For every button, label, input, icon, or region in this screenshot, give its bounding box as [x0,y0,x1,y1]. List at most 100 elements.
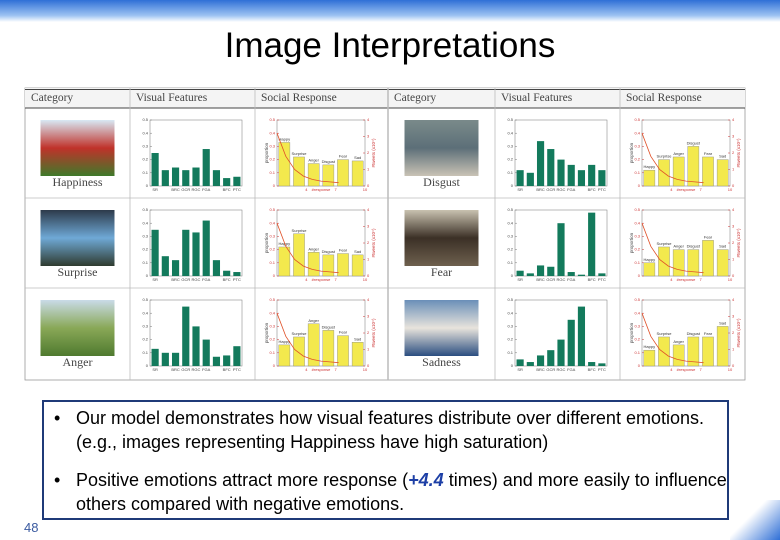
column-header: Category [394,92,436,104]
feature-bar [588,164,596,186]
x-axis-label: #response [677,187,696,192]
y-axis-label: proportion [264,142,269,163]
feature-bar [547,266,555,276]
x-tick-label: GCR [546,187,555,192]
x-tick-label: 10 [363,277,368,282]
y-tick-label: 0.4 [269,310,275,315]
y2-tick-label: 1 [732,257,735,262]
y-tick-label: 0.5 [142,117,148,122]
response-bar [307,252,320,277]
x-tick-label: BFC [223,277,231,282]
y-axis-label: proportion [629,322,634,343]
y-tick-label: 0.4 [507,310,513,315]
response-bar [278,142,291,187]
response-bar [322,164,335,187]
feature-bar [202,220,210,276]
y-tick-label: 0.4 [142,310,148,315]
y-tick-label: 0.5 [634,207,640,212]
column-header: Social Response [261,92,337,104]
bar-label: Disgust [322,249,336,254]
y2-tick-label: 1 [367,257,370,262]
x-tick-label: FGA [202,187,211,192]
feature-bar [212,260,221,276]
y-tick-label: 0 [273,273,276,278]
x-tick-label: BFC [588,187,596,192]
y-tick-label: 0.2 [507,157,513,162]
x-tick-label: PTC [233,367,241,372]
y-tick-label: 0.1 [634,260,640,265]
feature-bar [182,306,190,366]
x-tick-label: 10 [728,367,733,372]
y2-tick-label: 3 [367,224,370,229]
feature-bar [598,273,606,276]
x-tick-label: FGA [567,367,576,372]
y-tick-label: 0.3 [507,233,513,238]
bullet-text: Positive emotions attract more response … [76,470,409,490]
bar-label: Sad [719,320,726,325]
feature-bar [182,229,190,276]
y-tick-label: 0.5 [269,207,275,212]
x-tick-label: GCR [546,367,555,372]
x-tick-label: 4 [670,277,673,282]
response-bar [293,156,305,187]
y-tick-label: 0.3 [142,143,148,148]
x-tick-label: 10 [363,367,368,372]
feature-bar [161,352,169,366]
category-label: Anger [63,355,93,369]
response-curve [276,313,339,364]
x-tick-label: RGC [192,367,201,372]
x-tick-label: 4 [670,367,673,372]
bar-label: Surprise [657,331,673,336]
bar-label: Sad [354,155,361,160]
response-bar [293,233,305,277]
bar-label: Disgust [322,324,336,329]
response-bar [687,336,700,367]
photo [40,300,115,356]
x-tick-label: RGC [557,277,566,282]
photo [404,300,479,356]
column-header: Social Response [626,92,702,104]
bar-label: Happy [279,339,291,344]
y-tick-label: 0 [146,183,149,188]
y2-tick-label: 2 [732,330,735,335]
y-tick-label: 0 [511,183,514,188]
x-tick-label: BFC [588,277,596,282]
y-axis-label: proportion [264,322,269,343]
y2-tick-label: 1 [367,167,370,172]
feature-bar [233,346,241,366]
top-band [0,0,780,22]
y-tick-label: 0.2 [269,247,275,252]
x-tick-label: PTC [598,187,606,192]
y2-tick-label: 0 [732,183,735,188]
bar-label: Disgust [322,159,336,164]
y-tick-label: 0.2 [634,157,640,162]
y-tick-label: 0.5 [507,207,513,212]
feature-bar [598,363,606,366]
y-tick-label: 0.4 [634,130,640,135]
x-tick-label: 4 [305,367,308,372]
x-tick-label: BRC [171,187,180,192]
y2-tick-label: 3 [367,314,370,319]
feature-bar [577,274,586,276]
y2-tick-label: 2 [367,240,370,245]
feature-bar [557,159,565,186]
y-tick-label: 0 [273,183,276,188]
x-tick-label: 7 [335,277,338,282]
feature-bar [233,272,241,276]
bar-label: Anger [308,246,319,251]
feature-bar [171,260,180,276]
y-axis-label: proportion [264,232,269,253]
y-tick-label: 0.2 [634,247,640,252]
feature-bar [516,170,524,186]
x-tick-label: 7 [700,187,703,192]
page-number: 48 [24,520,39,535]
bullet-text: Our model demonstrates how visual featur… [76,408,704,452]
x-axis-label: #response [677,277,696,282]
bar-label: Surprise [292,331,308,336]
bar-label: Fear [339,154,348,159]
bar-label: Surprise [292,151,308,156]
x-tick-label: 7 [700,367,703,372]
response-bar [351,254,364,277]
y2-tick-label: 0 [367,273,370,278]
